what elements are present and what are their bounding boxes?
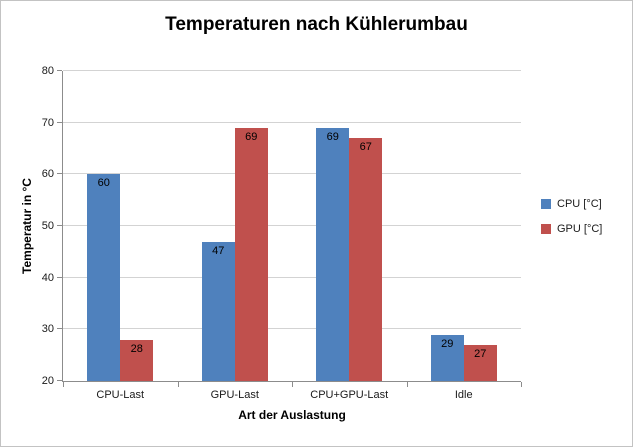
gridline-50 — [63, 225, 521, 226]
y-tick-label-50: 50 — [41, 220, 54, 232]
y-tick-20 — [57, 380, 62, 381]
legend-swatch-icon — [541, 224, 551, 234]
bar-value-label-cpu-cpu-gpu-last: 69 — [326, 130, 339, 143]
x-category-label-idle: Idle — [454, 389, 473, 401]
legend-swatch-icon — [541, 199, 551, 209]
bar-group-gpu-last: 47 69 — [178, 71, 293, 381]
bar-cpu-cpu-gpu-last[interactable]: 69 — [316, 127, 350, 381]
bar-group-cpu-gpu-last: 69 67 — [292, 71, 407, 381]
bar-value-label-cpu-cpu-last: 60 — [97, 177, 110, 190]
y-tick-label-20: 20 — [41, 375, 54, 387]
bar-gpu-gpu-last[interactable]: 69 — [234, 127, 268, 381]
x-category-label-gpu-last: GPU-Last — [210, 389, 259, 401]
y-axis-line — [62, 71, 63, 381]
y-tick-40 — [57, 276, 62, 278]
y-tick-30 — [57, 328, 62, 330]
bar-gpu-idle[interactable]: 27 — [463, 344, 497, 381]
bar-cpu-cpu-last[interactable]: 60 — [87, 174, 121, 381]
y-tick-60 — [57, 173, 62, 175]
legend-entry-cpu: CPU [°C] — [541, 198, 602, 210]
bar-cpu-gpu-last[interactable]: 47 — [201, 241, 235, 381]
bar-value-label-gpu-cpu-last: 28 — [130, 342, 143, 355]
bar-value-label-gpu-cpu-gpu-last: 67 — [359, 141, 372, 154]
gridline-70 — [63, 121, 521, 123]
plot-area: 60 28 47 69 69 67 29 27 CPU-Last GPU-Last CPU+GPU… — [42, 65, 522, 401]
x-tick-0 — [63, 382, 64, 387]
gridline-30 — [63, 328, 521, 330]
chart-title: Temperaturen nach Kühlerumbau — [165, 14, 468, 35]
x-category-labels: CPU-Last GPU-Last CPU+GPU-Last Idle — [63, 381, 521, 401]
bar-group-cpu-last: 60 28 — [63, 71, 178, 381]
bar-value-label-gpu-idle: 27 — [474, 347, 487, 360]
bar-gpu-cpu-gpu-last[interactable]: 67 — [349, 138, 383, 381]
bar-groups: 60 28 47 69 69 67 29 27 — [63, 71, 521, 381]
x-tick-4 — [521, 382, 522, 387]
y-tick-label-30: 30 — [41, 323, 54, 336]
y-tick-50 — [57, 225, 62, 226]
bar-group-idle: 29 27 — [407, 71, 522, 381]
gridline-60 — [63, 173, 521, 175]
y-tick-70 — [57, 121, 62, 123]
y-tick-label-60: 60 — [41, 168, 54, 181]
x-category-label-cpu-last: CPU-Last — [96, 389, 145, 401]
gridline-80 — [63, 70, 521, 71]
legend: CPU [°C] GPU [°C] — [541, 198, 602, 235]
legend-entry-gpu: GPU [°C] — [541, 223, 602, 235]
x-tick-1 — [177, 382, 179, 387]
x-tick-2 — [292, 382, 293, 387]
x-axis-title: Art der Auslastung — [238, 408, 346, 422]
x-axis-line — [62, 381, 521, 382]
y-tick-label-80: 80 — [41, 65, 54, 77]
legend-label: CPU [°C] — [557, 198, 602, 210]
x-tick-3 — [406, 382, 408, 387]
bar-gpu-cpu-last[interactable]: 28 — [120, 339, 154, 381]
bar-value-label-cpu-gpu-last: 47 — [212, 244, 225, 257]
bar-value-label-cpu-idle: 29 — [441, 337, 454, 350]
x-category-label-cpu-gpu-last: CPU+GPU-Last — [310, 389, 389, 401]
bar-value-label-gpu-gpu-last: 69 — [245, 130, 258, 143]
y-tick-label-40: 40 — [41, 271, 54, 284]
bar-cpu-idle[interactable]: 29 — [430, 334, 464, 381]
legend-label: GPU [°C] — [557, 223, 603, 235]
y-tick-label-70: 70 — [41, 116, 54, 129]
gridline-40 — [63, 276, 521, 278]
y-tick-80 — [57, 70, 62, 71]
